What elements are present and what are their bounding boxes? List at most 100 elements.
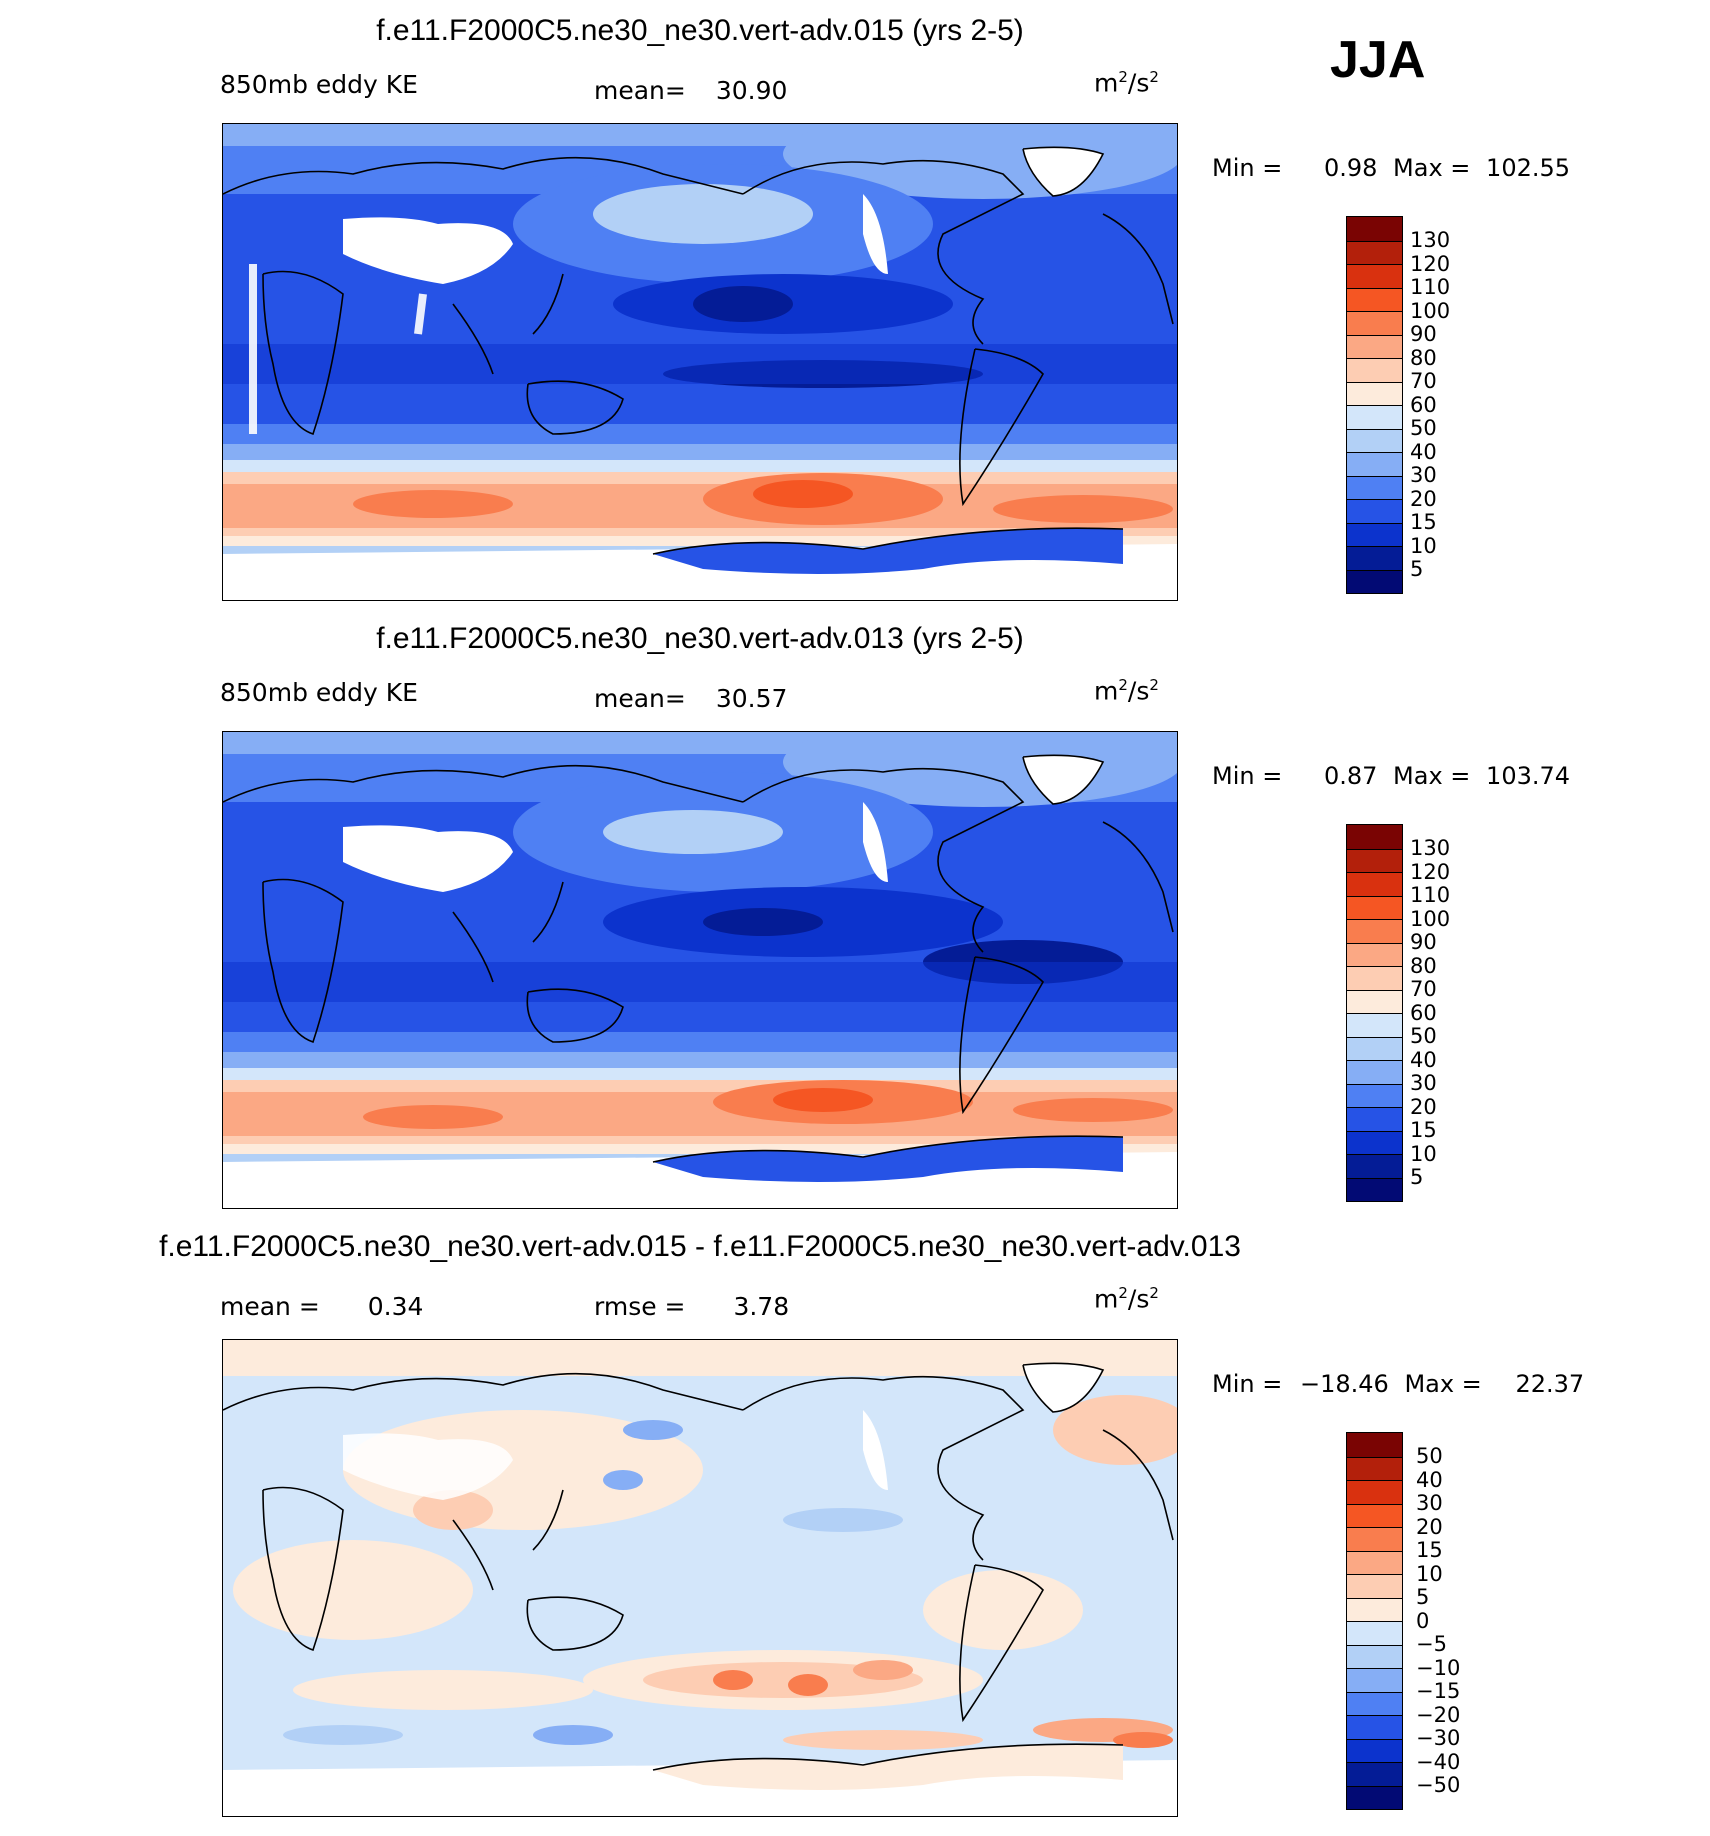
colorbar-tick-label: 10 xyxy=(1410,533,1437,558)
colorbar-swatch xyxy=(1347,1738,1402,1762)
colorbar-tick-label: 110 xyxy=(1410,883,1451,907)
colorbar-tick-label: 30 xyxy=(1416,1491,1443,1515)
panel-1-unit: m2/s2 xyxy=(1094,68,1159,98)
colorbar-swatch xyxy=(1347,1154,1402,1178)
colorbar-tick-label: 20 xyxy=(1416,1514,1443,1539)
colorbar-swatch xyxy=(1347,240,1402,264)
colorbar-swatch xyxy=(1347,1668,1402,1692)
colorbar-tick-label: 70 xyxy=(1410,369,1437,393)
panel-1-title: f.e11.F2000C5.ne30_ne30.vert-adv.015 (yr… xyxy=(376,14,1024,47)
colorbar-swatch xyxy=(1347,522,1402,546)
colorbar-tick-label: 60 xyxy=(1410,1000,1437,1025)
colorbar-tick-label: 100 xyxy=(1410,906,1451,931)
panel-2-colorbar xyxy=(1346,824,1403,1202)
colorbar-swatch xyxy=(1347,264,1402,288)
panel-3-stat-label: rmse = xyxy=(594,1292,686,1321)
colorbar-swatch xyxy=(1347,1644,1402,1668)
panel-1-colorbar xyxy=(1346,216,1403,594)
colorbar-swatch xyxy=(1347,1527,1402,1551)
colorbar-swatch xyxy=(1347,989,1402,1013)
colorbar-tick-label: 15 xyxy=(1410,510,1437,534)
colorbar-swatch xyxy=(1347,1550,1402,1574)
panel-1-stat-label: mean= xyxy=(594,76,686,105)
panel-3-stat-value: 3.78 xyxy=(733,1292,790,1321)
colorbar-tick-label: 0 xyxy=(1416,1608,1430,1633)
colorbar-swatch xyxy=(1347,1433,1402,1457)
colorbar-tick-label: 40 xyxy=(1410,1047,1437,1072)
colorbar-tick-label: −15 xyxy=(1416,1679,1461,1703)
colorbar-swatch xyxy=(1347,919,1402,943)
colorbar-swatch xyxy=(1347,405,1402,429)
panel-1-stat-value: 30.90 xyxy=(715,76,788,105)
panel-2-map xyxy=(222,731,1178,1209)
colorbar-swatch xyxy=(1347,1480,1402,1504)
season-label: JJA xyxy=(1330,31,1426,89)
colorbar-swatch xyxy=(1347,475,1402,499)
colorbar-tick-label: −40 xyxy=(1416,1749,1461,1774)
colorbar-tick-label: 120 xyxy=(1410,859,1451,884)
colorbar-tick-label: −10 xyxy=(1416,1655,1461,1680)
colorbar-tick-label: 50 xyxy=(1410,416,1437,440)
colorbar-swatch xyxy=(1347,358,1402,382)
colorbar-swatch xyxy=(1347,825,1402,849)
colorbar-swatch xyxy=(1347,1785,1402,1809)
panel-3-minmax: Min = −18.46 Max = 22.37 xyxy=(1212,1370,1584,1398)
colorbar-tick-label: −30 xyxy=(1416,1726,1461,1750)
panel-3-map xyxy=(222,1339,1178,1817)
colorbar-swatch xyxy=(1347,569,1402,593)
panel-2-minmax: Min = 0.87 Max = 103.74 xyxy=(1212,762,1570,790)
colorbar-tick-label: −50 xyxy=(1416,1773,1461,1797)
panel-2-stat-label: mean= xyxy=(594,684,686,713)
colorbar-swatch xyxy=(1347,428,1402,452)
panel-3-mean: mean = 0.34 xyxy=(220,1292,423,1321)
colorbar-tick-label: 120 xyxy=(1410,251,1451,276)
colorbar-tick-label: 40 xyxy=(1416,1467,1443,1492)
colorbar-swatch xyxy=(1347,452,1402,476)
panel-3-mean-label: mean = xyxy=(220,1292,320,1321)
colorbar-swatch xyxy=(1347,942,1402,966)
colorbar-swatch xyxy=(1347,1621,1402,1645)
colorbar-tick-label: 70 xyxy=(1410,977,1437,1001)
colorbar-swatch xyxy=(1347,381,1402,405)
panel-3-colorbar-swatches xyxy=(1347,1433,1402,1809)
colorbar-tick-label: 15 xyxy=(1416,1538,1443,1562)
panel-1-minmax: Min = 0.98 Max = 102.55 xyxy=(1212,154,1570,182)
panel-2-max-value: 103.74 xyxy=(1486,762,1571,790)
colorbar-tick-label: 15 xyxy=(1410,1118,1437,1142)
colorbar-swatch xyxy=(1347,895,1402,919)
colorbar-tick-label: −5 xyxy=(1416,1632,1447,1656)
colorbar-swatch xyxy=(1347,1036,1402,1060)
panel-1-colorbar-swatches xyxy=(1347,217,1402,593)
panel-1-variable-label: 850mb eddy KE xyxy=(220,70,418,99)
panel-3-mean-value: 0.34 xyxy=(367,1292,424,1321)
panel-2-unit: m2/s2 xyxy=(1094,676,1159,706)
panel-2-colorbar-swatches xyxy=(1347,825,1402,1201)
colorbar-swatch xyxy=(1347,1574,1402,1598)
panel-1-stat: mean= 30.90 xyxy=(594,76,787,105)
panel-2-min-label: Min = xyxy=(1212,762,1283,790)
colorbar-tick-label: 5 xyxy=(1416,1585,1430,1609)
colorbar-swatch xyxy=(1347,966,1402,990)
colorbar-swatch xyxy=(1347,334,1402,358)
colorbar-tick-label: 20 xyxy=(1410,486,1437,511)
panel-3-min-label: Min = xyxy=(1212,1370,1283,1398)
colorbar-swatch xyxy=(1347,1177,1402,1201)
colorbar-tick-label: 30 xyxy=(1410,463,1437,487)
panel-2-max-label: Max = xyxy=(1393,762,1471,790)
colorbar-tick-label: 100 xyxy=(1410,298,1451,323)
colorbar-tick-label: 80 xyxy=(1410,345,1437,370)
panel-3-colorbar xyxy=(1346,1432,1403,1810)
colorbar-tick-label: 20 xyxy=(1410,1094,1437,1119)
panel-1-max-value: 102.55 xyxy=(1486,154,1571,182)
colorbar-swatch xyxy=(1347,872,1402,896)
colorbar-tick-label: 10 xyxy=(1416,1561,1443,1586)
colorbar-tick-label: 50 xyxy=(1410,1024,1437,1048)
colorbar-swatch xyxy=(1347,1013,1402,1037)
colorbar-swatch xyxy=(1347,1715,1402,1739)
colorbar-tick-label: 10 xyxy=(1410,1141,1437,1166)
colorbar-swatch xyxy=(1347,1107,1402,1131)
colorbar-tick-label: 50 xyxy=(1416,1444,1443,1468)
panel-3-max-value: 22.37 xyxy=(1515,1370,1585,1398)
colorbar-tick-label: −20 xyxy=(1416,1702,1461,1727)
panel-3-min-value: −18.46 xyxy=(1299,1370,1389,1398)
